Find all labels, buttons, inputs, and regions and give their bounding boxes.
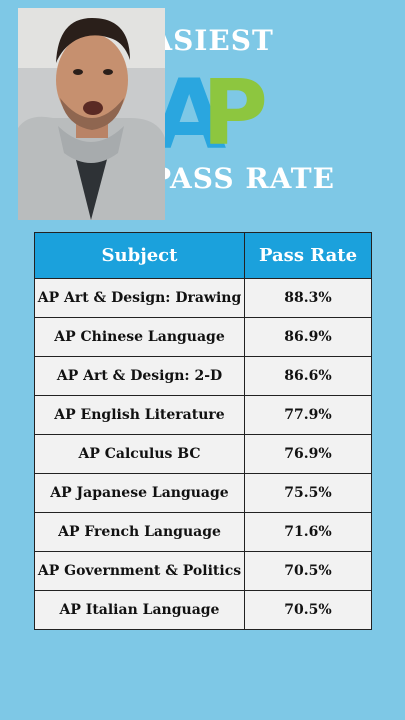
table-row: AP Calculus BC 76.9% xyxy=(34,434,372,474)
subject-cell: AP Calculus BC xyxy=(34,434,245,474)
subject-cell: AP Italian Language xyxy=(34,590,245,630)
pass-rate-cell: 70.5% xyxy=(244,551,372,591)
header-pass-rate: Pass Rate xyxy=(244,232,372,279)
table-row: AP Chinese Language 86.9% xyxy=(34,317,372,357)
subject-cell: AP Chinese Language xyxy=(34,317,245,357)
table-row: AP Art & Design: Drawing 88.3% xyxy=(34,278,372,318)
subject-cell: AP English Literature xyxy=(34,395,245,435)
ap-logo-p: P xyxy=(202,62,268,157)
pass-rate-cell: 86.6% xyxy=(244,356,372,396)
table-row: AP French Language 71.6% xyxy=(34,512,372,552)
presenter-figure xyxy=(18,8,165,220)
pass-rate-cell: 76.9% xyxy=(244,434,372,474)
presenter-video xyxy=(18,8,165,220)
ap-logo: A P xyxy=(152,62,268,157)
pass-rate-table: Subject Pass Rate AP Art & Design: Drawi… xyxy=(34,232,372,630)
pass-rate-cell: 77.9% xyxy=(244,395,372,435)
subject-cell: AP French Language xyxy=(34,512,245,552)
table-row: AP Art & Design: 2-D 86.6% xyxy=(34,356,372,396)
pass-rate-cell: 86.9% xyxy=(244,317,372,357)
title-bottom: PASS RATE xyxy=(150,162,335,195)
pass-rate-cell: 71.6% xyxy=(244,512,372,552)
pass-rate-cell: 70.5% xyxy=(244,590,372,630)
table-row: AP Italian Language 70.5% xyxy=(34,590,372,630)
table-row: AP Government & Politics 70.5% xyxy=(34,551,372,591)
header-subject: Subject xyxy=(34,232,245,279)
pass-rate-cell: 88.3% xyxy=(244,278,372,318)
subject-cell: AP Art & Design: 2-D xyxy=(34,356,245,396)
table-header-row: Subject Pass Rate xyxy=(34,232,372,279)
table-row: AP Japanese Language 75.5% xyxy=(34,473,372,513)
subject-cell: AP Government & Politics xyxy=(34,551,245,591)
table-row: AP English Literature 77.9% xyxy=(34,395,372,435)
pass-rate-cell: 75.5% xyxy=(244,473,372,513)
subject-cell: AP Art & Design: Drawing xyxy=(34,278,245,318)
subject-cell: AP Japanese Language xyxy=(34,473,245,513)
